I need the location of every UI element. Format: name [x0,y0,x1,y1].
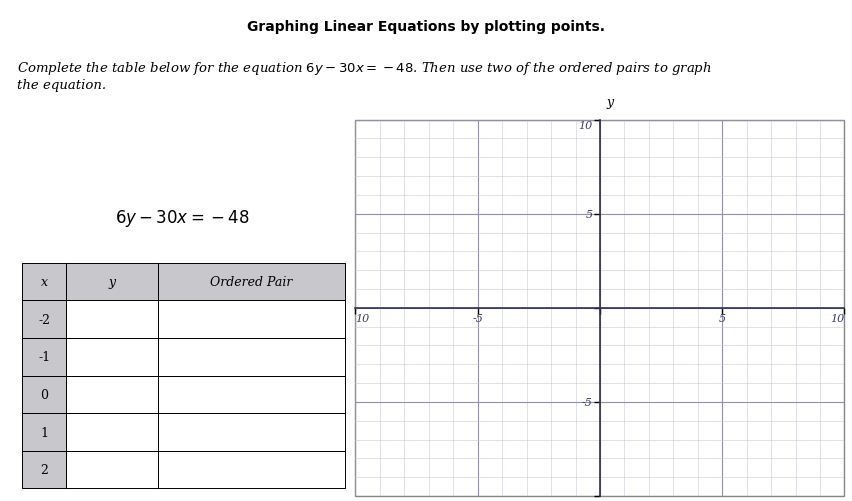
Bar [66,338,158,376]
Text: y: y [606,96,613,109]
Text: 5: 5 [717,314,725,324]
Bar [158,263,344,301]
Bar [158,451,344,488]
Bar [22,376,66,413]
Text: x: x [41,276,48,289]
Text: Complete the table below for the equation $\mathit{6y} - \mathit{30x} = -48$. Th: Complete the table below for the equatio… [17,60,711,92]
Bar [158,376,344,413]
Bar [66,413,158,451]
Text: 10: 10 [829,314,843,324]
Bar [158,301,344,338]
Bar [22,338,66,376]
Bar [22,413,66,451]
Bar [66,451,158,488]
Text: 10: 10 [355,314,369,324]
Bar [158,338,344,376]
Text: -5: -5 [581,397,592,407]
Bar [22,451,66,488]
Bar [158,413,344,451]
Text: 10: 10 [578,120,592,130]
Text: -1: -1 [38,351,50,364]
Text: -5: -5 [472,314,482,324]
Text: Graphing Linear Equations by plotting points.: Graphing Linear Equations by plotting po… [247,20,605,34]
Bar [22,263,66,301]
Bar [22,301,66,338]
Text: -2: -2 [38,313,50,326]
Text: 1: 1 [40,426,48,438]
Bar [355,120,843,496]
Bar [66,376,158,413]
Text: Ordered Pair: Ordered Pair [210,276,292,289]
Text: 5: 5 [584,209,592,219]
Text: y: y [108,276,115,289]
Bar [66,263,158,301]
Text: $6y - 30x = -48$: $6y - 30x = -48$ [114,207,249,228]
Bar [66,301,158,338]
Text: 0: 0 [40,388,48,401]
Text: 2: 2 [40,463,48,476]
